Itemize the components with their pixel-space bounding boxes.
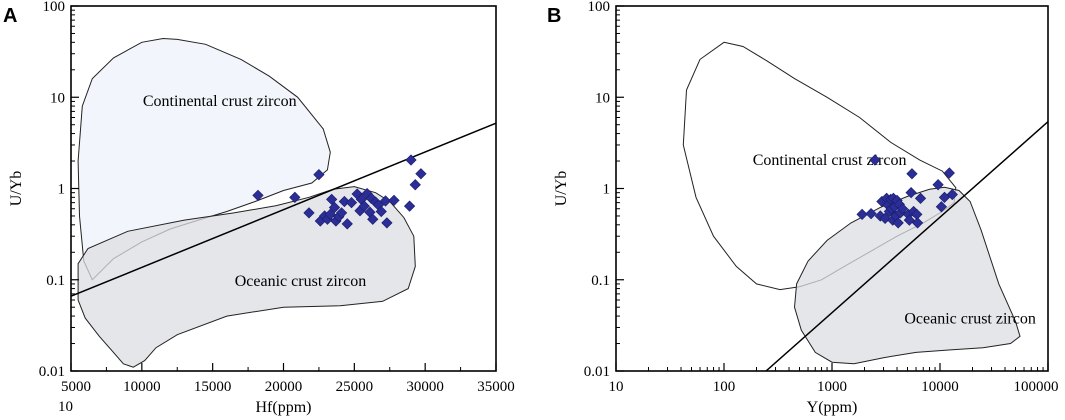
data-point bbox=[914, 192, 927, 204]
panel-label: A bbox=[3, 5, 17, 27]
data-point bbox=[932, 179, 944, 191]
data-point bbox=[943, 167, 955, 179]
x-tick-label: 5000 bbox=[61, 379, 91, 395]
data-point bbox=[335, 207, 348, 219]
y-tick-label: 100 bbox=[588, 0, 611, 15]
region-label-oceanic: Oceanic crust zircon bbox=[904, 311, 1035, 328]
x-tick-label: 15000 bbox=[194, 379, 232, 395]
data-point bbox=[905, 187, 917, 199]
data-point bbox=[911, 217, 924, 229]
y-tick-label: 0.01 bbox=[584, 364, 610, 380]
x-axis-title: Hf(ppm) bbox=[256, 399, 312, 416]
data-point bbox=[338, 195, 351, 208]
data-point bbox=[405, 154, 417, 166]
data-point bbox=[313, 168, 325, 181]
panel-label: B bbox=[547, 5, 561, 27]
data-point bbox=[409, 179, 421, 191]
data-point bbox=[367, 213, 379, 225]
x-extra-label: 10 bbox=[58, 399, 73, 415]
y-tick-label: 10 bbox=[50, 90, 65, 106]
data-point bbox=[903, 214, 915, 226]
y-axis-title: U/Yb bbox=[553, 171, 570, 207]
data-point bbox=[252, 189, 264, 202]
data-point bbox=[381, 217, 393, 229]
data-point bbox=[869, 154, 881, 166]
y-tick-label: 10 bbox=[595, 90, 610, 106]
x-tick-label: 1000 bbox=[817, 379, 847, 395]
y-tick-label: 100 bbox=[43, 0, 66, 15]
region-label-continental: Continental crust zircon bbox=[753, 152, 907, 169]
data-point bbox=[324, 208, 336, 221]
x-tick-label: 25000 bbox=[336, 379, 374, 395]
region-label-continental: Continental crust zircon bbox=[143, 93, 297, 110]
data-point bbox=[326, 193, 338, 206]
y-tick-label: 0.1 bbox=[591, 273, 610, 289]
y-tick-label: 0.01 bbox=[39, 364, 65, 380]
data-point bbox=[892, 217, 904, 229]
data-point bbox=[328, 201, 341, 214]
data-point bbox=[388, 194, 400, 207]
data-point bbox=[379, 195, 392, 207]
x-tick-label: 20000 bbox=[265, 379, 303, 395]
data-point bbox=[415, 168, 427, 180]
y-tick-label: 1 bbox=[58, 182, 66, 198]
data-point bbox=[341, 218, 353, 230]
data-point bbox=[345, 197, 358, 209]
x-tick-label: 10000 bbox=[123, 379, 161, 395]
x-tick-label: 30000 bbox=[406, 379, 444, 395]
data-point bbox=[375, 205, 387, 218]
data-point bbox=[865, 208, 877, 220]
data-point bbox=[856, 208, 868, 221]
data-point bbox=[303, 207, 315, 219]
data-point bbox=[403, 200, 416, 212]
region-oceanic-crust bbox=[77, 186, 416, 368]
discrimination-line bbox=[765, 121, 1048, 371]
data-point bbox=[289, 191, 301, 203]
data-point bbox=[946, 188, 958, 201]
data-point bbox=[896, 203, 909, 215]
x-tick-label: 100 bbox=[713, 379, 736, 395]
x-tick-label: 10 bbox=[609, 379, 624, 395]
y-tick-label: 0.1 bbox=[46, 273, 65, 289]
data-point bbox=[879, 212, 891, 225]
discrimination-line bbox=[71, 122, 496, 297]
data-point bbox=[935, 201, 948, 213]
y-tick-label: 1 bbox=[603, 182, 611, 198]
region-label-oceanic: Oceanic crust zircon bbox=[235, 273, 366, 290]
x-axis-title: Y(ppm) bbox=[807, 399, 858, 416]
data-point bbox=[358, 200, 370, 212]
x-tick-label: 10000 bbox=[921, 379, 959, 395]
x-tick-label: 100000 bbox=[1014, 379, 1059, 395]
x-tick-label: 35000 bbox=[477, 379, 515, 395]
region-oceanic-crust bbox=[793, 186, 1021, 365]
data-point bbox=[906, 168, 918, 180]
y-axis-title: U/Yb bbox=[8, 171, 25, 207]
